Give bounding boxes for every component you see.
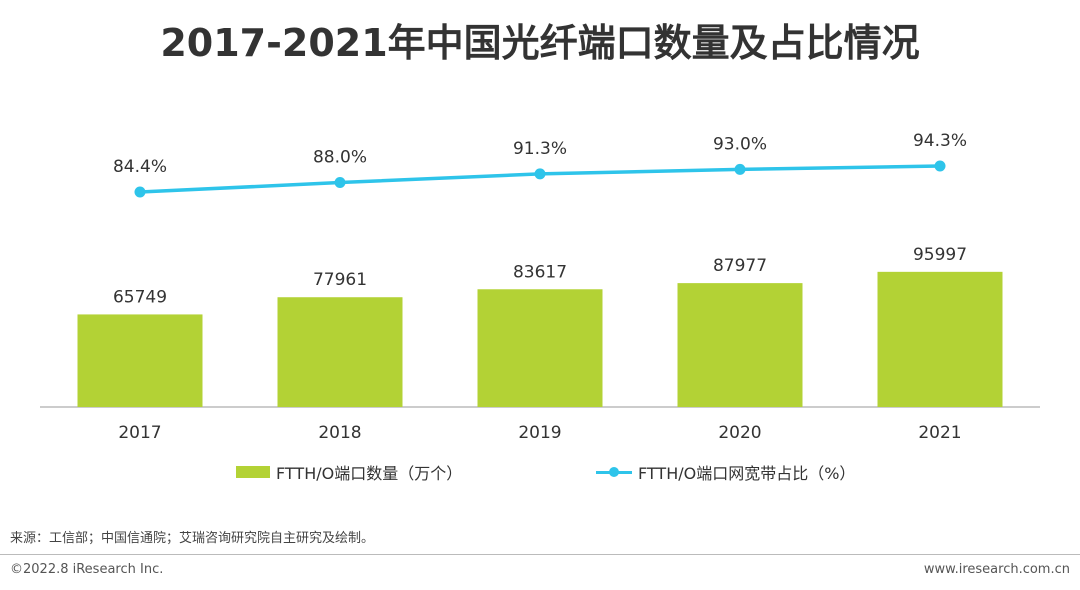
line-value-label-2020: 93.0% xyxy=(713,134,767,154)
copyright-text: ©2022.8 iResearch Inc. xyxy=(10,562,164,577)
bar-value-label-2020: 87977 xyxy=(713,256,767,276)
bar-2017 xyxy=(77,314,203,407)
website-link[interactable]: www.iresearch.com.cn xyxy=(923,562,1070,577)
source-note: 来源：工信部；中国信通院；艾瑞咨询研究院自主研究及绘制。 xyxy=(10,531,375,546)
legend-line-label: FTTH/O端口网宽带占比（%） xyxy=(638,464,856,483)
bar-2018 xyxy=(277,297,403,407)
chart-canvas: 65749 2017 77961 2018 83617 2019 87977 2020 9599… xyxy=(40,131,1040,443)
chart-title: 2017-2021年中国光纤端口数量及占比情况 xyxy=(160,21,920,65)
line-value-label-2019: 91.3% xyxy=(513,139,567,159)
x-tick-label-2018: 2018 xyxy=(318,423,361,443)
bar-value-label-2019: 83617 xyxy=(513,262,567,282)
line-point-2021 xyxy=(934,160,946,172)
bar-value-label-2021: 95997 xyxy=(913,245,967,265)
line-point-2018 xyxy=(334,177,346,189)
legend-line-swatch xyxy=(596,466,632,478)
x-tick-label-2021: 2021 xyxy=(918,423,961,443)
footer-divider xyxy=(0,554,1080,555)
legend-bar-swatch xyxy=(236,466,270,478)
line-point-2020 xyxy=(734,163,746,175)
line-value-label-2021: 94.3% xyxy=(913,131,967,151)
x-tick-label-2017: 2017 xyxy=(118,423,161,443)
legend-bar-label: FTTH/O端口数量（万个） xyxy=(276,464,463,483)
line-value-label-2017: 84.4% xyxy=(113,157,167,177)
legend-item-bar: FTTH/O端口数量（万个） xyxy=(236,460,462,484)
x-tick-label-2019: 2019 xyxy=(518,423,561,443)
bar-2021 xyxy=(877,271,1003,407)
line-point-2017 xyxy=(134,186,146,198)
x-tick-label-2020: 2020 xyxy=(718,423,761,443)
chart-legend: FTTH/O端口数量（万个） FTTH/O端口网宽带占比（%） xyxy=(0,460,1080,484)
bar-value-label-2017: 65749 xyxy=(113,287,167,307)
bar-2019 xyxy=(477,289,603,407)
legend-item-line: FTTH/O端口网宽带占比（%） xyxy=(596,460,855,484)
line-point-2019 xyxy=(534,168,546,180)
bar-2020 xyxy=(677,283,803,407)
bar-value-label-2018: 77961 xyxy=(313,270,367,290)
line-value-label-2018: 88.0% xyxy=(313,148,367,168)
